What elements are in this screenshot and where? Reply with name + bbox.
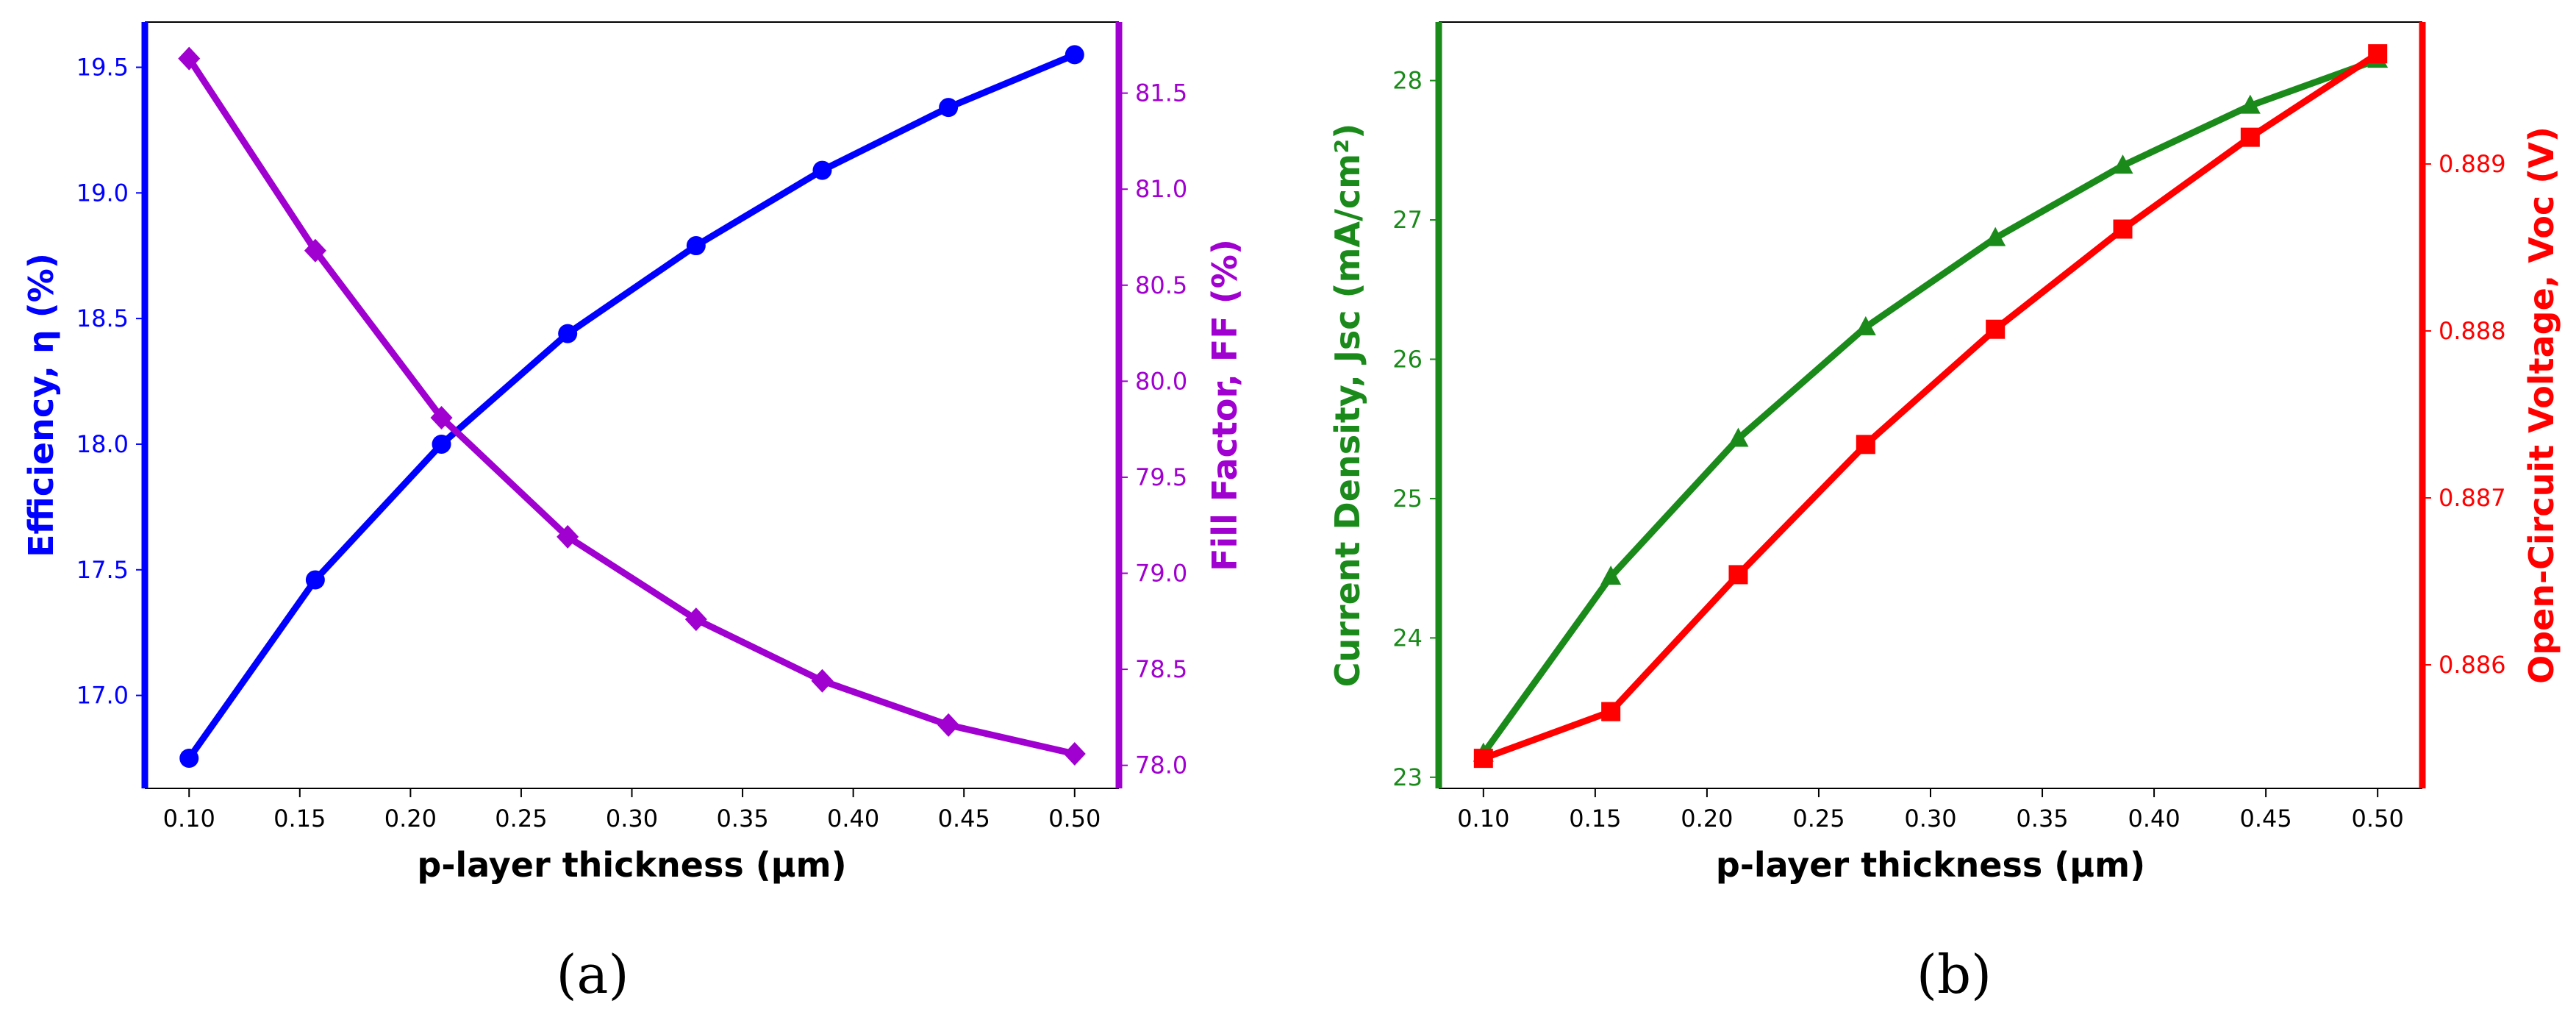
y-left-tick-label: 27 — [1392, 206, 1423, 234]
data-point-diamond — [557, 524, 579, 549]
x-tick-label: 0.30 — [606, 805, 658, 833]
data-point-circle — [558, 324, 578, 343]
data-point-diamond — [178, 46, 201, 71]
data-point-triangle — [2112, 154, 2133, 174]
y-left-tick-label: 23 — [1392, 763, 1423, 791]
y-right-tick-label: 79.0 — [1135, 560, 1187, 588]
series-line — [1481, 56, 2379, 756]
x-tick-label: 0.35 — [2016, 805, 2068, 833]
y-right-tick-label: 78.5 — [1135, 655, 1187, 683]
data-point-circle — [179, 749, 199, 769]
data-point-square — [2113, 219, 2133, 239]
y-right-axis-title: Open-Circuit Voltage, Voc (V) — [2522, 126, 2561, 684]
x-tick-label: 0.20 — [384, 805, 437, 833]
data-point-square — [1856, 435, 1875, 455]
y-right-tick-label: 80.5 — [1135, 271, 1187, 299]
data-point-circle — [686, 236, 706, 256]
data-point-diamond — [304, 238, 326, 263]
panel-b-current-density-voltage: 0.10 0.15 0.20 0.25 0.30 0.35 0.40 0.45 0.50 p-la… — [1328, 21, 2561, 885]
x-tick-label: 0.30 — [1904, 805, 1956, 833]
x-tick-label: 0.10 — [163, 805, 215, 833]
y-right-tick-label: 0.888 — [2439, 317, 2506, 345]
y-right-tick-label: 0.886 — [2439, 651, 2506, 679]
y-right-tick-label: 80.0 — [1135, 367, 1187, 395]
y-left-axis-title: Efficiency, η (%) — [21, 253, 61, 557]
y-left-tick-label: 17.5 — [76, 556, 129, 584]
panel-a-label: (a) — [556, 944, 629, 1005]
y-left-tick-label: 24 — [1392, 624, 1423, 652]
y-right-tick-label: 0.887 — [2439, 484, 2506, 512]
y-right-tick-label: 79.5 — [1135, 463, 1187, 491]
y-left-tick-label: 26 — [1392, 345, 1423, 373]
panel-a-efficiency-fill-factor: 0.10 0.15 0.20 0.25 0.30 0.35 0.40 0.45 0.50 p-la… — [21, 21, 1245, 885]
data-point-circle — [432, 434, 451, 454]
y-left-tick-label: 28 — [1392, 67, 1423, 95]
y-left-axis-title: Current Density, Jsc (mA/cm²) — [1328, 124, 1367, 688]
data-point-square — [2240, 127, 2260, 147]
series-line — [186, 51, 1076, 760]
x-tick-label: 0.10 — [1457, 805, 1509, 833]
x-tick-label: 0.50 — [2352, 805, 2404, 833]
x-tick-label: 0.20 — [1681, 805, 1733, 833]
y-left-tick-label: 25 — [1392, 485, 1423, 513]
data-point-triangle — [2239, 94, 2261, 114]
y-left-tick-label: 18.5 — [76, 304, 129, 332]
series-line — [186, 57, 1076, 758]
y-right-axis-title: Fill Factor, FF (%) — [1205, 239, 1245, 571]
x-tick-label: 0.25 — [495, 805, 547, 833]
x-tick-label: 0.45 — [2240, 805, 2292, 833]
data-point-square — [1986, 319, 2006, 339]
y-right-tick-label: 81.0 — [1135, 175, 1187, 203]
x-axis-title: p-layer thickness (μm) — [417, 845, 846, 885]
y-left-tick-label: 18.0 — [76, 430, 129, 458]
data-point-diamond — [1063, 741, 1086, 766]
series-line — [1482, 51, 2380, 762]
data-point-circle — [305, 570, 325, 590]
data-point-triangle — [1600, 566, 1622, 585]
data-point-circle — [939, 98, 959, 118]
x-tick-label: 0.25 — [1792, 805, 1845, 833]
data-point-triangle — [1985, 227, 2006, 246]
data-point-square — [1473, 749, 1493, 769]
x-tick-label: 0.15 — [273, 805, 326, 833]
data-point-diamond — [430, 405, 453, 429]
x-tick-label: 0.45 — [938, 805, 990, 833]
panel-b-label: (b) — [1917, 944, 1992, 1005]
y-right-tick-label: 78.0 — [1135, 752, 1187, 780]
x-tick-label: 0.35 — [716, 805, 768, 833]
y-left-tick-label: 17.0 — [76, 682, 129, 710]
x-tick-label: 0.15 — [1569, 805, 1621, 833]
x-tick-label: 0.50 — [1048, 805, 1101, 833]
data-point-square — [1601, 702, 1621, 721]
data-point-square — [2368, 44, 2388, 64]
data-point-diamond — [811, 669, 834, 693]
data-point-circle — [812, 160, 832, 180]
y-left-tick-label: 19.0 — [76, 179, 129, 207]
x-tick-label: 0.40 — [827, 805, 879, 833]
data-point-diamond — [684, 607, 707, 632]
data-point-circle — [1065, 45, 1084, 65]
x-tick-label: 0.40 — [2128, 805, 2180, 833]
data-point-triangle — [1728, 427, 1749, 447]
x-axis-title: p-layer thickness (μm) — [1716, 845, 2145, 885]
y-right-tick-label: 0.889 — [2439, 150, 2506, 178]
data-point-triangle — [1855, 316, 1876, 335]
data-point-square — [1728, 565, 1748, 585]
data-point-diamond — [937, 713, 960, 737]
y-left-tick-label: 19.5 — [76, 53, 129, 81]
y-right-tick-label: 81.5 — [1135, 79, 1187, 107]
